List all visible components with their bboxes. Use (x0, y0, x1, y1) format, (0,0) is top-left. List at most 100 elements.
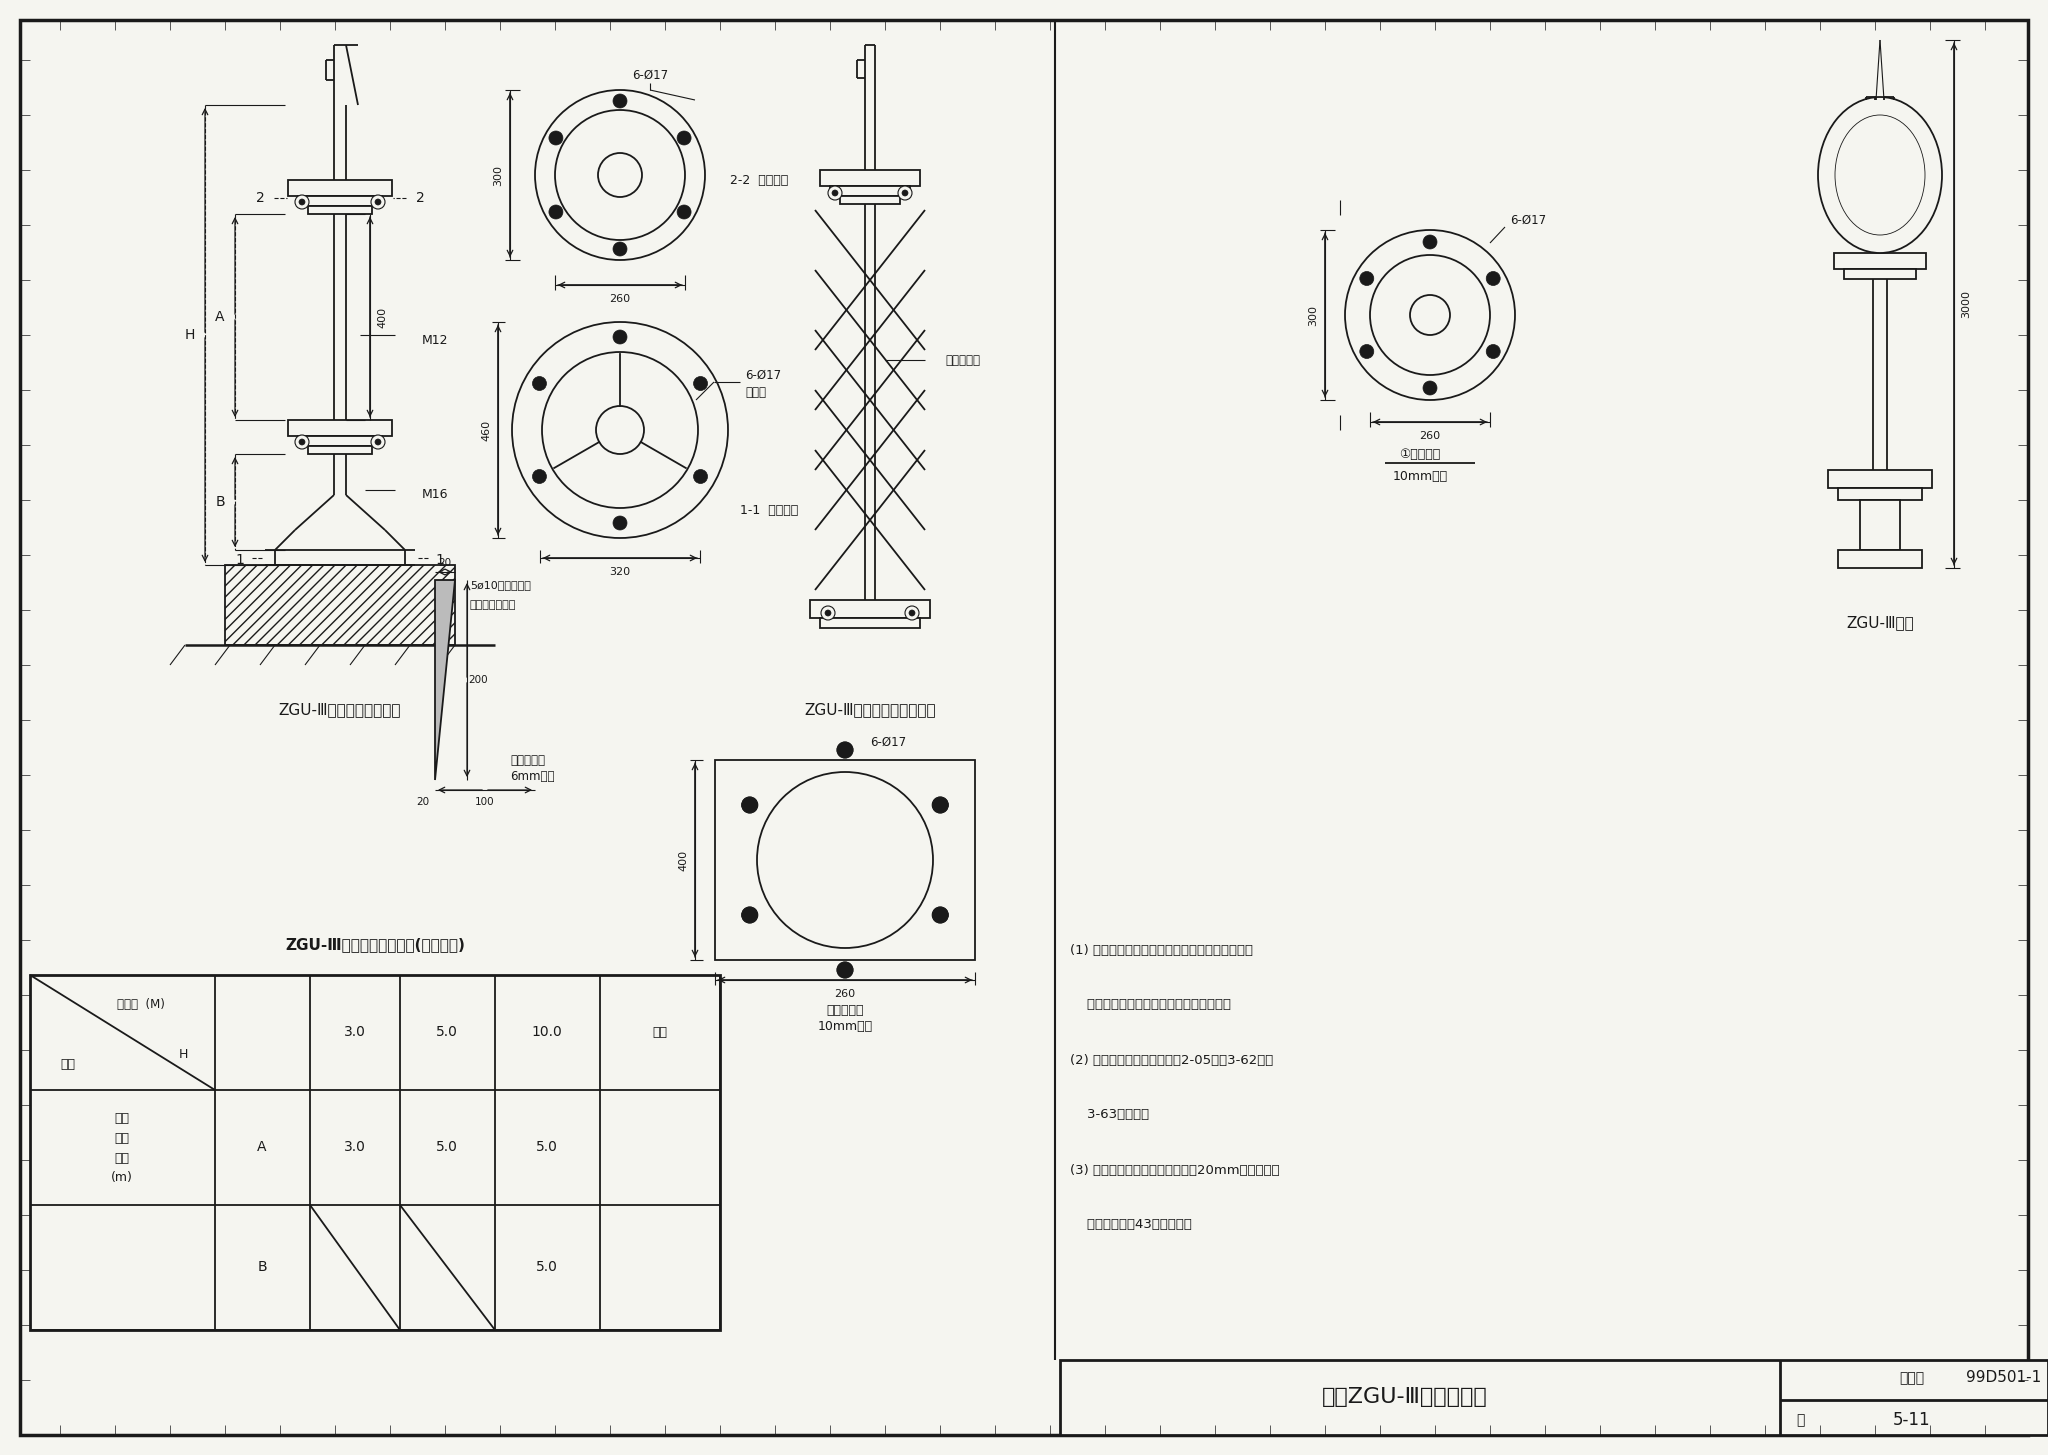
Circle shape (1487, 272, 1501, 285)
Bar (1837, 550, 1921, 567)
Text: 针杆高  (M): 针杆高 (M) (117, 998, 166, 1011)
Polygon shape (434, 581, 455, 780)
Circle shape (1370, 255, 1491, 375)
Text: 加劲肋示意: 加劲肋示意 (510, 754, 545, 767)
Text: 6-Ø17: 6-Ø17 (745, 368, 780, 381)
Text: H: H (184, 327, 195, 342)
Text: ZGU-Ⅲ型针在角钢塔上安装: ZGU-Ⅲ型针在角钢塔上安装 (805, 703, 936, 717)
Text: 各节: 各节 (115, 1112, 129, 1125)
Text: 塔顶连接板: 塔顶连接板 (944, 354, 981, 367)
Circle shape (612, 242, 627, 256)
Bar (299, 196, 383, 207)
Text: (2) 屋面安装方式及大样参照2-05图、3-62图、: (2) 屋面安装方式及大样参照2-05图、3-62图、 (1069, 1053, 1274, 1067)
Bar (299, 436, 383, 447)
Text: 400: 400 (678, 850, 688, 870)
Text: 1: 1 (436, 553, 444, 567)
Bar (1837, 487, 1921, 501)
Bar (289, 180, 391, 196)
Bar (819, 170, 920, 186)
Text: 页: 页 (1796, 1413, 1804, 1427)
Text: 460: 460 (481, 419, 492, 441)
Text: 备注: 备注 (653, 1026, 668, 1039)
Text: 260: 260 (834, 989, 856, 1000)
Circle shape (532, 470, 547, 483)
Text: 3-63图施工。: 3-63图施工。 (1069, 1109, 1149, 1122)
Text: 100: 100 (475, 797, 496, 808)
Bar (1860, 501, 1901, 550)
Text: 加劲肋: 加劲肋 (745, 386, 766, 399)
Bar (811, 599, 930, 618)
Circle shape (838, 962, 854, 978)
Circle shape (299, 199, 305, 205)
Circle shape (371, 435, 385, 450)
Circle shape (932, 797, 948, 813)
Bar (31, 975, 721, 1330)
Circle shape (1423, 381, 1438, 394)
Text: 10.0: 10.0 (532, 1024, 563, 1039)
Circle shape (596, 406, 643, 454)
Text: 架安装在屋面上。支架高度由设计选定。: 架安装在屋面上。支架高度由设计选定。 (1069, 998, 1231, 1011)
Bar (225, 565, 455, 645)
Text: 6-Ø17: 6-Ø17 (1509, 214, 1546, 227)
Circle shape (741, 797, 758, 813)
Circle shape (909, 610, 915, 615)
Text: 10mm钢板: 10mm钢板 (817, 1020, 872, 1033)
Ellipse shape (1835, 115, 1925, 236)
Circle shape (932, 906, 948, 922)
Text: 图集号: 图集号 (1898, 1371, 1925, 1385)
Circle shape (612, 95, 627, 108)
Circle shape (375, 199, 381, 205)
Text: 材料: 材料 (115, 1132, 129, 1145)
Circle shape (532, 377, 547, 390)
Bar (1835, 253, 1925, 269)
Bar (1843, 269, 1917, 279)
Circle shape (1360, 345, 1374, 358)
Circle shape (932, 906, 948, 922)
Circle shape (549, 131, 563, 146)
Text: 5.0: 5.0 (436, 1024, 459, 1039)
Circle shape (825, 610, 831, 615)
Text: 99D501-1: 99D501-1 (1966, 1371, 2042, 1385)
Text: ①连接法兰: ①连接法兰 (1399, 448, 1440, 461)
Circle shape (831, 191, 838, 196)
Circle shape (1423, 236, 1438, 249)
Text: 5.0: 5.0 (537, 1141, 557, 1154)
Text: 6mm钢板: 6mm钢板 (510, 771, 555, 783)
Text: 3000: 3000 (1962, 290, 1970, 319)
Bar (289, 420, 391, 436)
Text: 400: 400 (377, 307, 387, 327)
Text: ZGU-Ⅲ型针: ZGU-Ⅲ型针 (1845, 615, 1915, 630)
Circle shape (598, 153, 641, 196)
Text: 260: 260 (1419, 431, 1440, 441)
Circle shape (694, 470, 707, 483)
Text: 1: 1 (236, 553, 244, 567)
Text: (1) 在屋面上安装时必须先安装在支架上，再将支: (1) 在屋面上安装时必须先安装在支架上，再将支 (1069, 943, 1253, 956)
Circle shape (827, 186, 842, 199)
Bar (819, 618, 920, 629)
Circle shape (295, 195, 309, 210)
Text: ZGU-Ⅲ型针在屋面上安装: ZGU-Ⅲ型针在屋面上安装 (279, 703, 401, 717)
Text: 1-1  下法兰板: 1-1 下法兰板 (739, 503, 799, 517)
Circle shape (371, 195, 385, 210)
Bar (307, 207, 373, 214)
Text: 与板内钢筋锚接: 与板内钢筋锚接 (469, 599, 516, 610)
Text: 20: 20 (416, 797, 430, 808)
Text: 中光ZGU-Ⅲ型针安装图: 中光ZGU-Ⅲ型针安装图 (1323, 1387, 1489, 1407)
Text: 3.0: 3.0 (344, 1024, 367, 1039)
Text: 10mm钢板: 10mm钢板 (1393, 470, 1448, 483)
Text: A: A (215, 310, 225, 324)
Text: 参数: 参数 (59, 1058, 76, 1071)
Circle shape (741, 797, 758, 813)
Ellipse shape (1819, 97, 1942, 253)
Circle shape (1487, 345, 1501, 358)
Text: 2: 2 (416, 191, 424, 205)
Circle shape (838, 742, 854, 758)
Circle shape (838, 742, 854, 758)
Text: 300: 300 (1309, 304, 1319, 326)
Circle shape (694, 377, 707, 390)
Text: ZGU-Ⅲ型针安装支架附表(无缝钢管): ZGU-Ⅲ型针安装支架附表(无缝钢管) (285, 937, 465, 953)
Circle shape (1360, 272, 1374, 285)
Text: 300: 300 (494, 164, 504, 185)
Circle shape (838, 962, 854, 978)
Circle shape (512, 322, 727, 538)
